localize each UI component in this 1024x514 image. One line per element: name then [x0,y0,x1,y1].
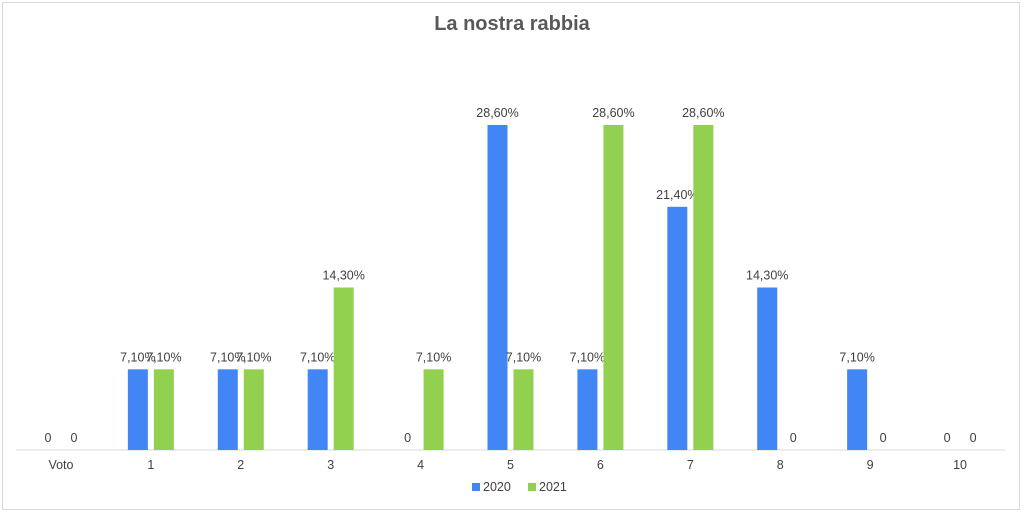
x-tick-label: 2 [237,458,244,472]
bar-2020-8 [757,287,778,450]
data-label-2020-8: 14,30% [746,269,788,283]
data-label-2021-8: 0 [790,431,797,445]
legend-label-2020: 2020 [483,480,511,494]
data-label-2020-Voto: 0 [44,431,51,445]
data-label-2020-2: 7,10% [210,350,245,364]
x-tick-label: 7 [687,458,694,472]
bar-2020-1 [127,369,148,450]
x-tick-label: 4 [417,458,424,472]
data-label-2021-2: 7,10% [236,350,271,364]
legend-swatch-2021 [528,483,536,491]
data-label-2021-5: 7,10% [506,350,541,364]
bar-2020-7 [667,206,688,450]
data-label-2020-4: 0 [404,431,411,445]
data-label-2021-7: 28,60% [682,106,724,120]
data-label-2020-10: 0 [944,431,951,445]
bar-2021-7 [693,125,714,450]
data-label-2021-4: 7,10% [416,350,451,364]
data-label-2021-3: 14,30% [322,269,364,283]
data-label-2020-9: 7,10% [839,350,874,364]
data-label-2021-6: 28,60% [592,106,634,120]
x-tick-label: Voto [48,458,73,472]
data-label-2021-1: 7,10% [146,350,181,364]
bar-2020-6 [577,369,598,450]
data-label-2021-Voto: 0 [70,431,77,445]
bar-2020-5 [487,125,508,450]
x-tick-label: 9 [867,458,874,472]
bar-2021-6 [603,125,624,450]
legend-label-2021: 2021 [539,480,567,494]
data-label-2020-7: 21,40% [656,188,698,202]
data-label-2021-9: 0 [880,431,887,445]
bar-2021-3 [333,287,354,450]
data-label-2020-3: 7,10% [300,350,335,364]
legend-swatch-2020 [472,483,480,491]
x-tick-label: 3 [327,458,334,472]
data-label-2020-6: 7,10% [570,350,605,364]
x-tick-label: 8 [777,458,784,472]
x-tick-label: 1 [147,458,154,472]
bar-2020-2 [217,369,238,450]
bar-2020-9 [847,369,868,450]
bar-2021-4 [423,369,444,450]
bar-2021-1 [153,369,174,450]
data-label-2020-5: 28,60% [476,106,518,120]
chart-title: La nostra rabbia [434,13,590,35]
x-tick-label: 5 [507,458,514,472]
bar-2021-5 [513,369,534,450]
data-label-2020-1: 7,10% [120,350,155,364]
bar-2021-2 [243,369,264,450]
x-tick-label: 6 [597,458,604,472]
data-label-2021-10: 0 [970,431,977,445]
bar-2020-3 [307,369,328,450]
x-tick-label: 10 [953,458,967,472]
